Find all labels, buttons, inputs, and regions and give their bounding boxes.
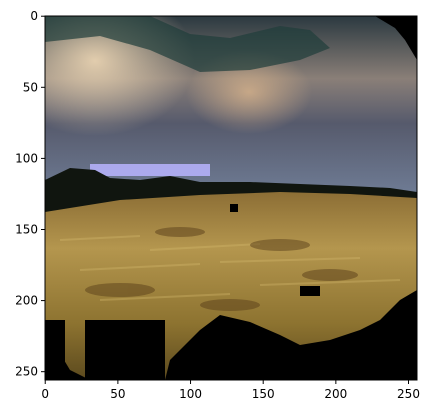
y-tick-label: 250 bbox=[15, 365, 38, 379]
x-axis: 0 50 100 150 200 250 bbox=[41, 380, 420, 401]
y-tick-label: 150 bbox=[15, 222, 38, 236]
axes-frame bbox=[44, 15, 418, 381]
y-axis: 0 50 100 150 200 250 bbox=[15, 9, 45, 379]
x-tick-label: 250 bbox=[397, 387, 420, 401]
y-tick-label: 0 bbox=[30, 9, 38, 23]
y-tick-label: 50 bbox=[23, 80, 38, 94]
horizon-glow bbox=[90, 164, 210, 176]
y-tick-label: 100 bbox=[15, 151, 38, 165]
x-tick-label: 0 bbox=[41, 387, 49, 401]
y-tick-label: 200 bbox=[15, 294, 38, 308]
image-area bbox=[45, 16, 417, 380]
x-tick-label: 50 bbox=[110, 387, 125, 401]
x-tick-label: 100 bbox=[179, 387, 202, 401]
mask-hole-4 bbox=[230, 204, 238, 212]
mask-hole-3 bbox=[300, 286, 320, 296]
grass-dark-patches bbox=[85, 227, 358, 311]
mask-hole-2 bbox=[45, 320, 65, 380]
grass-texture bbox=[59, 235, 401, 301]
dark-cloud-top bbox=[45, 16, 330, 72]
x-tick-label: 150 bbox=[252, 387, 275, 401]
mask-hole-1 bbox=[85, 320, 165, 380]
x-tick-label: 200 bbox=[324, 387, 347, 401]
